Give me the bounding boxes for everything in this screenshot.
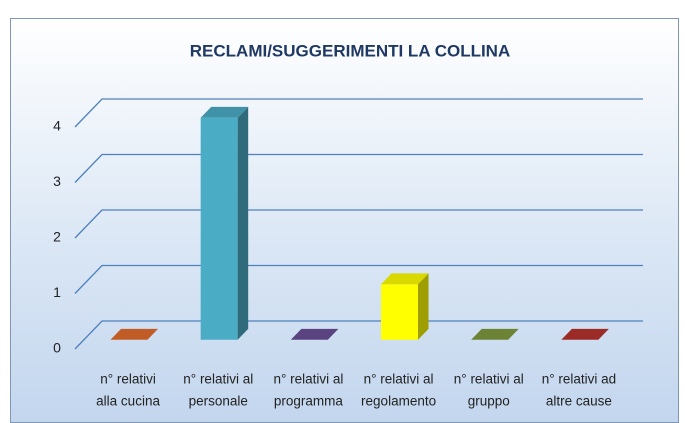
bar-side: [237, 106, 249, 340]
x-tick-label: personale: [189, 394, 248, 409]
y-tick-label: 4: [53, 118, 61, 134]
grid-line: [74, 209, 643, 239]
x-tick-label: altre cause: [546, 394, 612, 409]
y-tick-label: 1: [53, 284, 61, 300]
bar-top: [110, 328, 159, 340]
x-tick-label: n° relativi al: [364, 372, 434, 387]
bar: [200, 106, 249, 340]
bar-top: [561, 328, 609, 340]
bar-top: [471, 328, 519, 340]
bar-top: [380, 273, 429, 285]
bar-top: [200, 106, 249, 118]
grid-line: [74, 98, 643, 128]
grid-line: [74, 153, 643, 183]
bar: [471, 328, 519, 340]
x-tick-label: alla cucina: [96, 394, 160, 409]
bar: [380, 273, 429, 340]
bar: [110, 328, 159, 340]
chart-area: [10, 18, 679, 423]
x-tick-label: gruppo: [468, 394, 510, 409]
x-tick-label: n° relativi: [100, 372, 156, 387]
y-tick-label: 2: [53, 229, 61, 245]
x-tick-label: regolamento: [361, 394, 436, 409]
bar: [290, 328, 339, 340]
y-tick-label: 3: [53, 173, 61, 189]
bar-front: [380, 284, 418, 340]
x-tick-label: n° relativi al: [183, 372, 253, 387]
grid-line: [74, 320, 643, 350]
bar-side: [417, 273, 429, 340]
x-tick-label: n° relativi al: [454, 372, 524, 387]
bar-top: [290, 328, 339, 340]
x-tick-label: programma: [274, 394, 344, 409]
bar: [561, 328, 609, 340]
bar-front: [200, 117, 238, 340]
grid-line: [74, 264, 643, 294]
chart-title: RECLAMI/SUGGERIMENTI LA COLLINA: [190, 41, 510, 60]
y-tick-label: 0: [53, 340, 61, 356]
x-tick-label: n° relativi al: [273, 372, 343, 387]
x-tick-label: n° relativi ad: [542, 372, 616, 387]
